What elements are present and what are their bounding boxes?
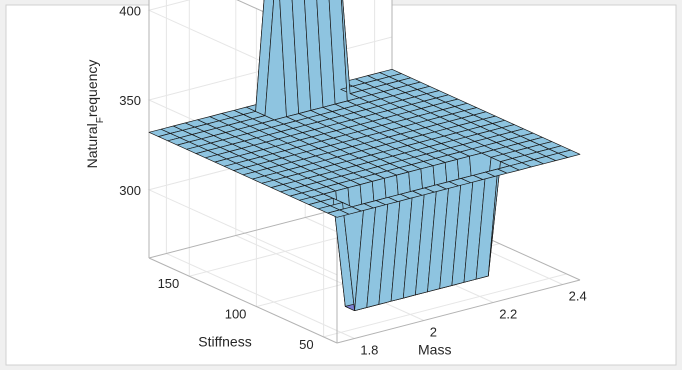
- surface-patch: [558, 149, 581, 158]
- axes-box-edge: [336, 279, 581, 344]
- z-tick-label: 400: [119, 3, 141, 18]
- z-tick-label: 350: [119, 93, 141, 108]
- x-tick-label: 2.2: [499, 307, 517, 322]
- x-tick-label: 1.8: [360, 343, 378, 358]
- y-axis-label: Stiffness: [198, 334, 251, 350]
- z-axis-label: NaturalFrequency: [84, 60, 106, 169]
- x-axis-label: Mass: [418, 342, 451, 358]
- y-tick-label: 100: [225, 307, 247, 322]
- tick-labels: 300 350 400 50 100 150 1.8 2 2.2 2.4: [119, 3, 586, 357]
- axes-box-edge: [148, 257, 338, 344]
- y-tick-label: 150: [158, 276, 180, 291]
- y-tick-label: 50: [299, 337, 313, 352]
- x-tick-label: 2: [430, 325, 437, 340]
- surface-mesh: [148, 0, 581, 312]
- z-tick-label: 300: [119, 183, 141, 198]
- x-tick-label: 2.4: [569, 289, 587, 304]
